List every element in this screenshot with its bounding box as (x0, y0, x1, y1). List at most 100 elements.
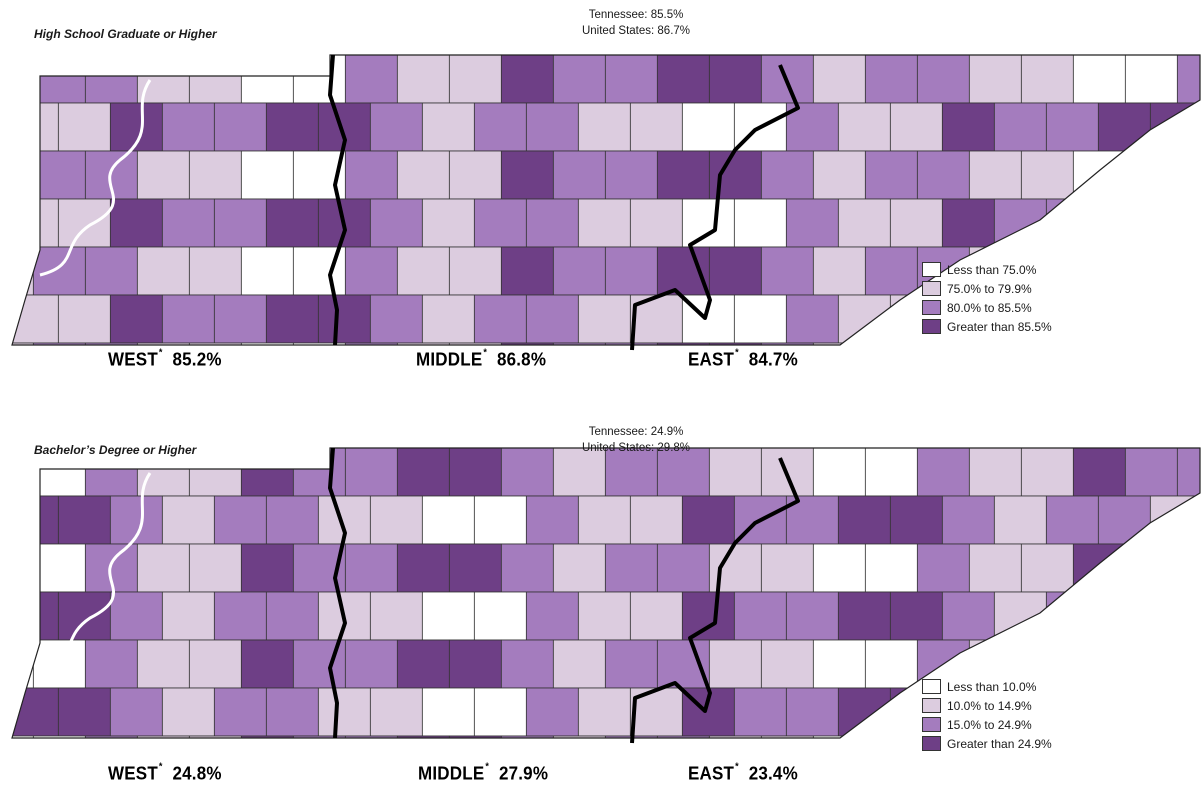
middle-east-divider (630, 457, 800, 744)
county-area (136, 246, 190, 296)
county-area (57, 294, 111, 344)
county-area (344, 543, 398, 593)
county-area (12, 591, 59, 641)
county-area (1097, 591, 1151, 641)
county-area (369, 102, 423, 152)
legend-label: Less than 75.0% (947, 262, 1037, 277)
middle-east-divider (630, 64, 800, 351)
county-area (656, 448, 710, 497)
county-area (188, 543, 242, 593)
county-area (785, 198, 839, 248)
legend-swatch (922, 698, 941, 713)
county-area (500, 246, 554, 296)
county-area (1149, 294, 1200, 344)
county-area (604, 639, 658, 689)
county-area (812, 448, 866, 497)
county-area (292, 342, 346, 345)
county-area (656, 342, 710, 345)
region-value: 84.7% (748, 349, 798, 370)
legend-item: 75.0% to 79.9% (922, 279, 1052, 298)
county-area (525, 294, 579, 344)
county-area (369, 294, 423, 344)
county-area (604, 150, 658, 200)
county-area (629, 198, 683, 248)
county-area (656, 55, 710, 104)
county-area (240, 735, 294, 738)
county-area (84, 735, 138, 738)
county-area (265, 495, 319, 545)
county-area (161, 294, 215, 344)
county-area (1045, 687, 1099, 737)
county-area (265, 102, 319, 152)
county-area (344, 150, 398, 200)
county-area (733, 687, 787, 737)
asterisk: * (158, 346, 163, 358)
county-area (1176, 639, 1200, 689)
county-area (421, 294, 475, 344)
county-area (213, 687, 267, 737)
county-area (760, 735, 814, 738)
county-area (760, 150, 814, 200)
region-label-west: WEST* 85.2% (108, 346, 222, 371)
county-area (1020, 55, 1074, 104)
legend-item: Less than 75.0% (922, 260, 1052, 279)
county-area (421, 591, 475, 641)
county-area (240, 543, 294, 593)
county-area (525, 591, 579, 641)
legend-swatch (922, 319, 941, 334)
county-area (57, 102, 111, 152)
county-area (396, 150, 450, 200)
county-area (604, 342, 658, 345)
county-area (369, 591, 423, 641)
county-area (864, 150, 918, 200)
county-area (213, 102, 267, 152)
legend-swatch (922, 300, 941, 315)
legend-swatch (922, 679, 941, 694)
county-area (344, 55, 398, 104)
region-name: WEST (108, 349, 158, 370)
county-area (552, 55, 606, 104)
county-area (552, 150, 606, 200)
county-area (993, 495, 1047, 545)
county-area (916, 342, 970, 345)
county-area (1097, 687, 1151, 737)
county-area (500, 639, 554, 689)
county-area (188, 55, 242, 104)
county-area (1072, 639, 1126, 689)
county-area (1045, 198, 1099, 248)
asterisk: * (735, 346, 739, 358)
county-area (1176, 55, 1200, 104)
county-area (12, 735, 34, 738)
region-name: MIDDLE (416, 349, 483, 370)
county-area (1176, 448, 1200, 497)
county-area (812, 150, 866, 200)
county-area (525, 495, 579, 545)
county-area (396, 639, 450, 689)
county-area (136, 342, 190, 345)
county-area (629, 495, 683, 545)
legend-label: 75.0% to 79.9% (947, 281, 1032, 296)
mississippi-river (39, 472, 152, 670)
county-area (1149, 198, 1200, 248)
region-value: 27.9% (498, 763, 549, 784)
county-area (812, 639, 866, 689)
county-area (760, 246, 814, 296)
county-area (57, 198, 111, 248)
county-area (1072, 735, 1126, 738)
county-area (240, 150, 294, 200)
county-area (837, 102, 891, 152)
county-area (500, 448, 554, 497)
county-area (604, 543, 658, 593)
county-area (993, 198, 1047, 248)
county-area (864, 735, 918, 738)
county-area (1124, 246, 1178, 296)
region-value: 23.4% (748, 763, 798, 784)
county-area (1149, 495, 1200, 545)
county-area (265, 294, 319, 344)
asterisk: * (158, 760, 163, 772)
county-area (993, 102, 1047, 152)
county-area (812, 342, 866, 345)
county-area (812, 55, 866, 104)
region-name: WEST (108, 763, 158, 784)
county-area (1097, 495, 1151, 545)
